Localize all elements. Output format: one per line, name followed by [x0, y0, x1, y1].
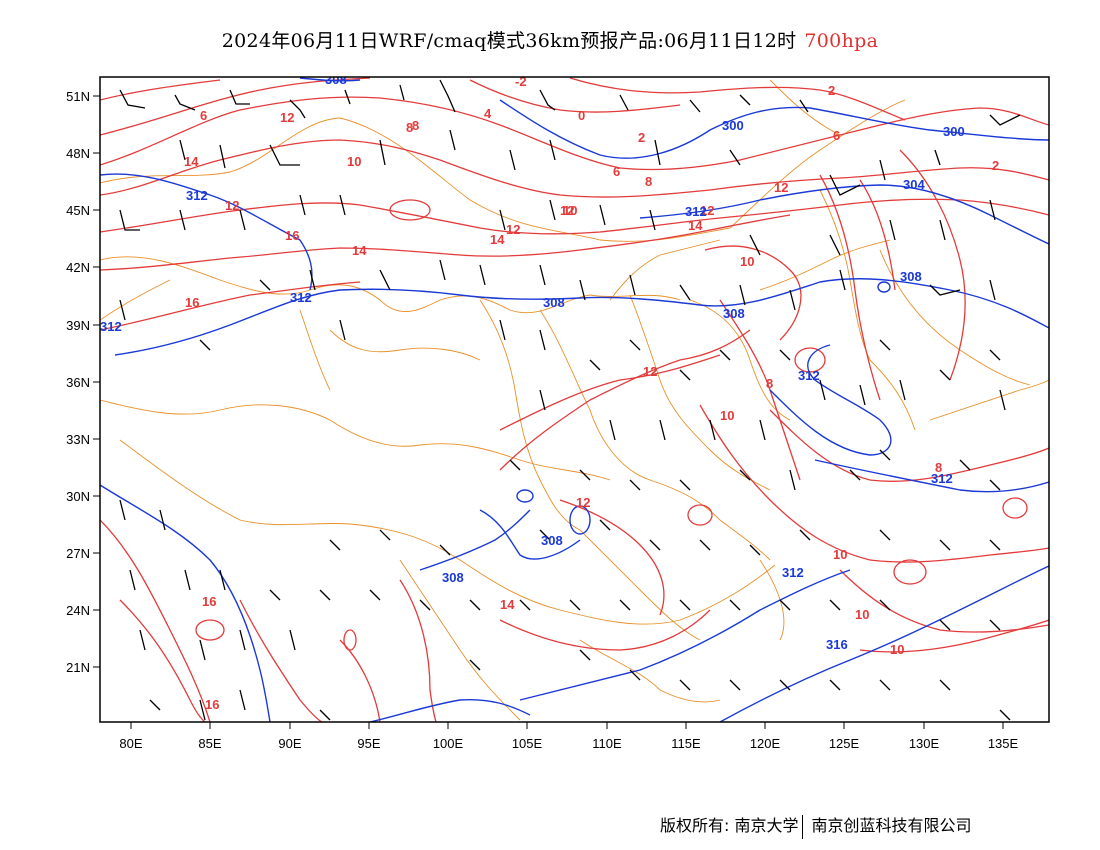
temp-label: 12 [560, 203, 574, 218]
lat-label: 48N [66, 146, 90, 161]
lat-label: 36N [66, 375, 90, 390]
wind-barbs [119, 79, 1021, 721]
temp-label: 8 [766, 376, 773, 391]
height-label: 308 [442, 570, 464, 585]
temp-label: 12 [774, 180, 788, 195]
lon-label: 80E [119, 736, 142, 751]
lon-label: 100E [433, 736, 464, 751]
boundaries-layer [100, 79, 1049, 721]
lat-label: 45N [66, 203, 90, 218]
height-label: 300 [722, 118, 744, 133]
latitude-labels: 51N 48N 45N 42N 39N 36N 33N 30N 27N 24N … [66, 89, 90, 675]
temp-label: 10 [855, 607, 869, 622]
temp-label: 10 [833, 547, 847, 562]
longitude-axis [130, 722, 1004, 729]
temp-label: 2 [638, 130, 645, 145]
temperature-labels: -2 2 0 6 4 8 12 10 14 12 16 16 14 12 14 … [184, 74, 999, 712]
temp-label: 14 [500, 597, 515, 612]
lon-label: 130E [909, 736, 940, 751]
plot-area [100, 77, 1049, 722]
height-label: 312 [290, 290, 312, 305]
lat-label: 21N [66, 660, 90, 675]
height-label: 300 [943, 124, 965, 139]
height-labels: 308 300 300 312 304 312 312 308 308 308 … [100, 72, 965, 652]
lon-label: 110E [592, 736, 622, 751]
height-label: 312 [685, 204, 707, 219]
temp-label: 10 [720, 408, 734, 423]
temp-label: -2 [515, 74, 527, 89]
height-label: 308 [723, 306, 745, 321]
temp-label: 2 [828, 83, 835, 98]
copyright-text: 版权所有: 南京大学 [660, 816, 799, 835]
temp-label: 8 [645, 174, 652, 189]
lon-label: 125E [829, 736, 860, 751]
temp-label: 12 [280, 110, 294, 125]
lat-label: 24N [66, 603, 90, 618]
temp-label: 16 [285, 228, 299, 243]
lon-label: 85E [198, 736, 221, 751]
temp-label: 8 [412, 118, 419, 133]
lat-label: 27N [66, 546, 90, 561]
lat-label: 33N [66, 432, 90, 447]
temp-label: 16 [202, 594, 216, 609]
temp-label: 14 [184, 154, 199, 169]
height-label: 308 [541, 533, 563, 548]
map-title: 2024年06月11日WRF/cmaq模式36km预报产品:06月11日12时 7… [0, 26, 1100, 53]
height-label: 308 [900, 269, 922, 284]
pressure-level: 700hpa [804, 30, 879, 52]
plot-frame [99, 76, 1050, 723]
height-label: 312 [931, 471, 953, 486]
temp-label: 14 [688, 218, 703, 233]
copyright-footer: 版权所有: 南京大学 南京创蓝科技有限公司 [660, 812, 972, 839]
temp-label: 10 [563, 203, 577, 218]
temp-label: 10 [740, 254, 754, 269]
company-name: 南京创蓝科技有限公司 [811, 816, 972, 835]
footer-divider [802, 814, 804, 839]
temp-label: 10 [347, 154, 361, 169]
lat-label: 39N [66, 318, 90, 333]
temp-label: 12 [506, 222, 520, 237]
lon-label: 115E [671, 736, 701, 751]
height-label: 308 [325, 72, 347, 87]
height-label: 312 [782, 565, 804, 580]
temp-label: 4 [484, 106, 492, 121]
temp-label: 8 [935, 460, 942, 475]
temp-label: 0 [578, 108, 585, 123]
temp-label: 12 [643, 364, 657, 379]
temp-label: 14 [490, 232, 505, 247]
lon-label: 95E [357, 736, 380, 751]
temp-label: 12 [225, 198, 239, 213]
temp-label: 10 [890, 642, 904, 657]
height-label: 304 [903, 177, 925, 192]
height-label: 316 [826, 637, 848, 652]
longitude-labels: 80E 85E 90E 95E 100E 105E 110E 115E 120E… [119, 736, 1018, 751]
temp-label: 12 [700, 203, 714, 218]
temp-label: 6 [200, 108, 207, 123]
height-contours [100, 77, 1049, 722]
lon-label: 105E [512, 736, 543, 751]
title-text: 2024年06月11日WRF/cmaq模式36km预报产品:06月11日12时 [221, 30, 797, 52]
lat-label: 51N [66, 89, 90, 104]
lon-label: 90E [278, 736, 301, 751]
lat-label: 42N [66, 260, 90, 275]
temp-label: 16 [185, 295, 199, 310]
height-label: 312 [186, 188, 208, 203]
lat-label: 30N [66, 489, 90, 504]
temp-label: 6 [833, 128, 840, 143]
lon-label: 135E [988, 736, 1019, 751]
height-label: 312 [798, 368, 820, 383]
latitude-axis [93, 95, 100, 668]
lon-label: 120E [750, 736, 781, 751]
height-label: 308 [543, 295, 565, 310]
temp-label: 6 [613, 164, 620, 179]
temp-label: 16 [205, 697, 219, 712]
height-label: 312 [100, 319, 122, 334]
temp-label: 12 [576, 495, 590, 510]
temp-label: 8 [406, 120, 413, 135]
temp-label: 2 [992, 158, 999, 173]
temp-label: 14 [352, 243, 367, 258]
